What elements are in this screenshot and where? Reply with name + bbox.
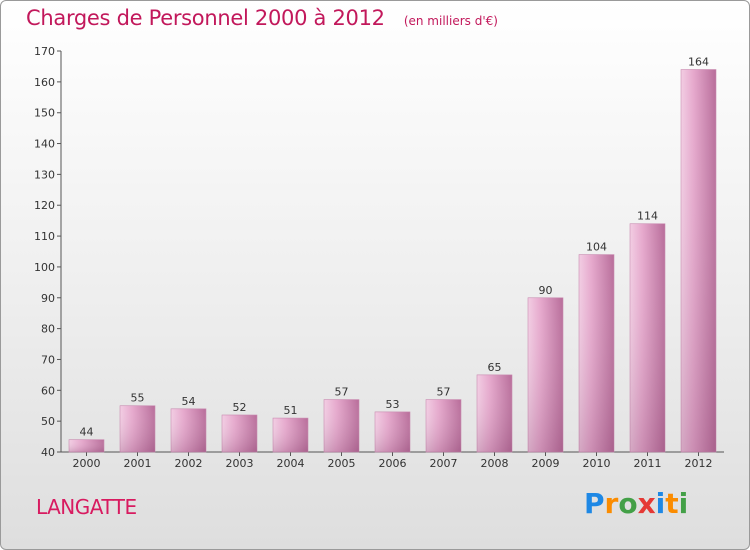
bar-shade (222, 414, 257, 452)
data-label: 53 (386, 398, 400, 411)
y-tick-label: 170 (34, 45, 55, 58)
logo-letter: i (678, 487, 689, 520)
x-tick-label: 2001 (124, 457, 152, 470)
data-label: 55 (131, 392, 145, 405)
x-tick-label: 2011 (634, 457, 662, 470)
y-tick-label: 120 (34, 199, 55, 212)
y-tick-label: 150 (34, 107, 55, 120)
x-tick-label: 2012 (685, 457, 713, 470)
logo-letter: i (655, 487, 666, 520)
data-label: 65 (488, 361, 502, 374)
y-tick-label: 50 (41, 415, 55, 428)
logo-letter: r (604, 487, 619, 520)
y-tick-label: 70 (41, 353, 55, 366)
data-label: 51 (284, 404, 298, 417)
bar-shade (477, 374, 512, 452)
bar-shade (579, 254, 614, 452)
proxiti-logo[interactable]: Proxiti (584, 487, 688, 520)
logo-letter: P (584, 487, 605, 520)
logo-letter: t (665, 487, 679, 520)
bar-shade (426, 399, 461, 452)
bar-shade (528, 297, 563, 452)
chart-subtitle: (en milliers d'€) (403, 14, 498, 28)
bar-shade (69, 439, 104, 452)
x-tick-label: 2003 (226, 457, 254, 470)
title-row: Charges de Personnel 2000 à 2012 (en mil… (26, 6, 498, 30)
y-tick-label: 100 (34, 261, 55, 274)
x-tick-label: 2008 (481, 457, 509, 470)
data-label: 54 (182, 395, 196, 408)
y-tick-label: 160 (34, 76, 55, 89)
chart-title: Charges de Personnel 2000 à 2012 (26, 6, 385, 30)
logo-letter: x (637, 487, 656, 520)
data-label: 52 (233, 401, 247, 414)
data-label: 57 (335, 386, 349, 399)
y-tick-label: 90 (41, 292, 55, 305)
x-tick-label: 2004 (277, 457, 305, 470)
x-tick-label: 2000 (73, 457, 101, 470)
data-label: 44 (80, 426, 94, 439)
data-label: 57 (437, 386, 451, 399)
data-label: 90 (539, 284, 553, 297)
data-label: 164 (688, 56, 709, 69)
y-tick-label: 130 (34, 168, 55, 181)
bar-shade (171, 408, 206, 452)
logo-letter: o (618, 487, 638, 520)
x-tick-label: 2005 (328, 457, 356, 470)
x-tick-label: 2010 (583, 457, 611, 470)
bar-shade (120, 405, 155, 452)
y-tick-label: 60 (41, 384, 55, 397)
x-tick-label: 2002 (175, 457, 203, 470)
x-tick-label: 2009 (532, 457, 560, 470)
data-labels: 44 55 54 52 51 57 53 57 65 90 104 114 164 (80, 56, 710, 439)
bars (68, 69, 717, 453)
commune-name: LANGATTE (36, 495, 137, 519)
bar-shade (324, 399, 359, 452)
y-tick-label: 110 (34, 230, 55, 243)
bar-shade (273, 418, 308, 452)
axes: 40 50 60 70 80 90 100 110 120 130 140 150 160 170 2000… (34, 45, 724, 470)
data-label: 104 (586, 241, 607, 254)
bar-shade (630, 223, 665, 452)
x-tick-label: 2007 (430, 457, 458, 470)
data-label: 114 (637, 210, 658, 223)
y-tick-label: 80 (41, 323, 55, 336)
y-tick-label: 40 (41, 446, 55, 459)
y-tick-label: 140 (34, 138, 55, 151)
bar-shade (681, 69, 716, 452)
x-tick-label: 2006 (379, 457, 407, 470)
bar-shade (375, 411, 410, 452)
